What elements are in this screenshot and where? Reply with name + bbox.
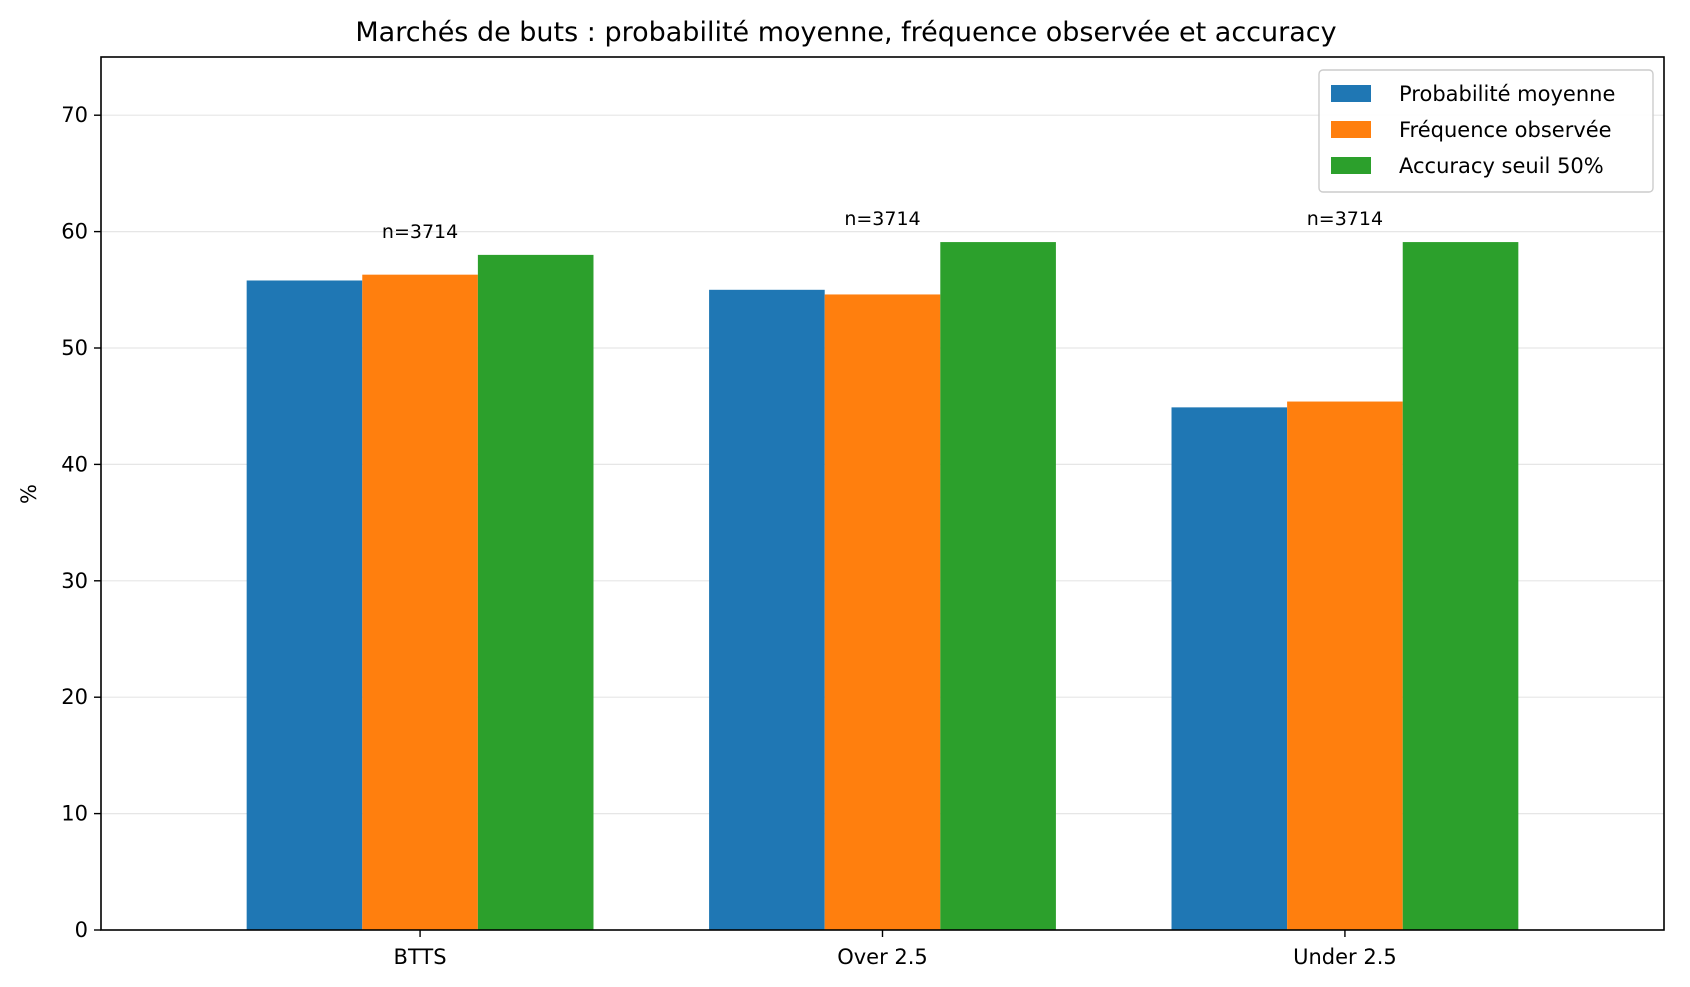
x-tick-label: BTTS [394, 945, 447, 969]
bar [1402, 242, 1519, 931]
y-tick-label: 10 [61, 802, 88, 826]
bars [246, 242, 1519, 931]
sample-size-annotation: n=3714 [1307, 208, 1383, 230]
bar [1287, 401, 1403, 930]
y-tick-label: 30 [61, 569, 88, 593]
x-axis: BTTS Over 2.5 Under 2.5 [394, 930, 1397, 969]
bar [246, 280, 363, 930]
bar [940, 242, 1056, 931]
y-tick-label: 0 [75, 918, 88, 942]
y-tick-label: 60 [61, 220, 88, 244]
legend: Probabilité moyenne Fréquence observée Acc… [1318, 69, 1654, 193]
legend-box [1318, 69, 1654, 193]
legend-label: Probabilité moyenne [1399, 82, 1615, 106]
sample-size-annotation: n=3714 [844, 208, 920, 230]
legend-label: Accuracy seuil 50% [1399, 154, 1604, 178]
y-tick-label: 40 [61, 452, 88, 476]
bar [477, 254, 594, 930]
legend-swatch [1331, 157, 1371, 174]
y-axis: 0 10 20 30 40 50 60 70 [61, 103, 101, 942]
chart-title: Marchés de buts : probabilité moyenne, f… [355, 17, 1336, 48]
bar [824, 294, 941, 930]
x-tick-label: Under 2.5 [1293, 945, 1397, 969]
y-tick-label: 70 [61, 103, 88, 127]
legend-swatch [1331, 85, 1371, 102]
bar [362, 274, 478, 931]
y-tick-label: 20 [61, 685, 88, 709]
legend-label: Fréquence observée [1399, 118, 1612, 142]
y-axis-label: % [17, 484, 41, 504]
bar [709, 289, 825, 930]
bar [1171, 407, 1288, 930]
x-tick-label: Over 2.5 [837, 945, 928, 969]
legend-swatch [1331, 121, 1371, 138]
annotations: n=3714 n=3714 n=3714 [382, 208, 1383, 243]
sample-size-annotation: n=3714 [382, 221, 458, 243]
y-tick-label: 50 [61, 336, 88, 360]
